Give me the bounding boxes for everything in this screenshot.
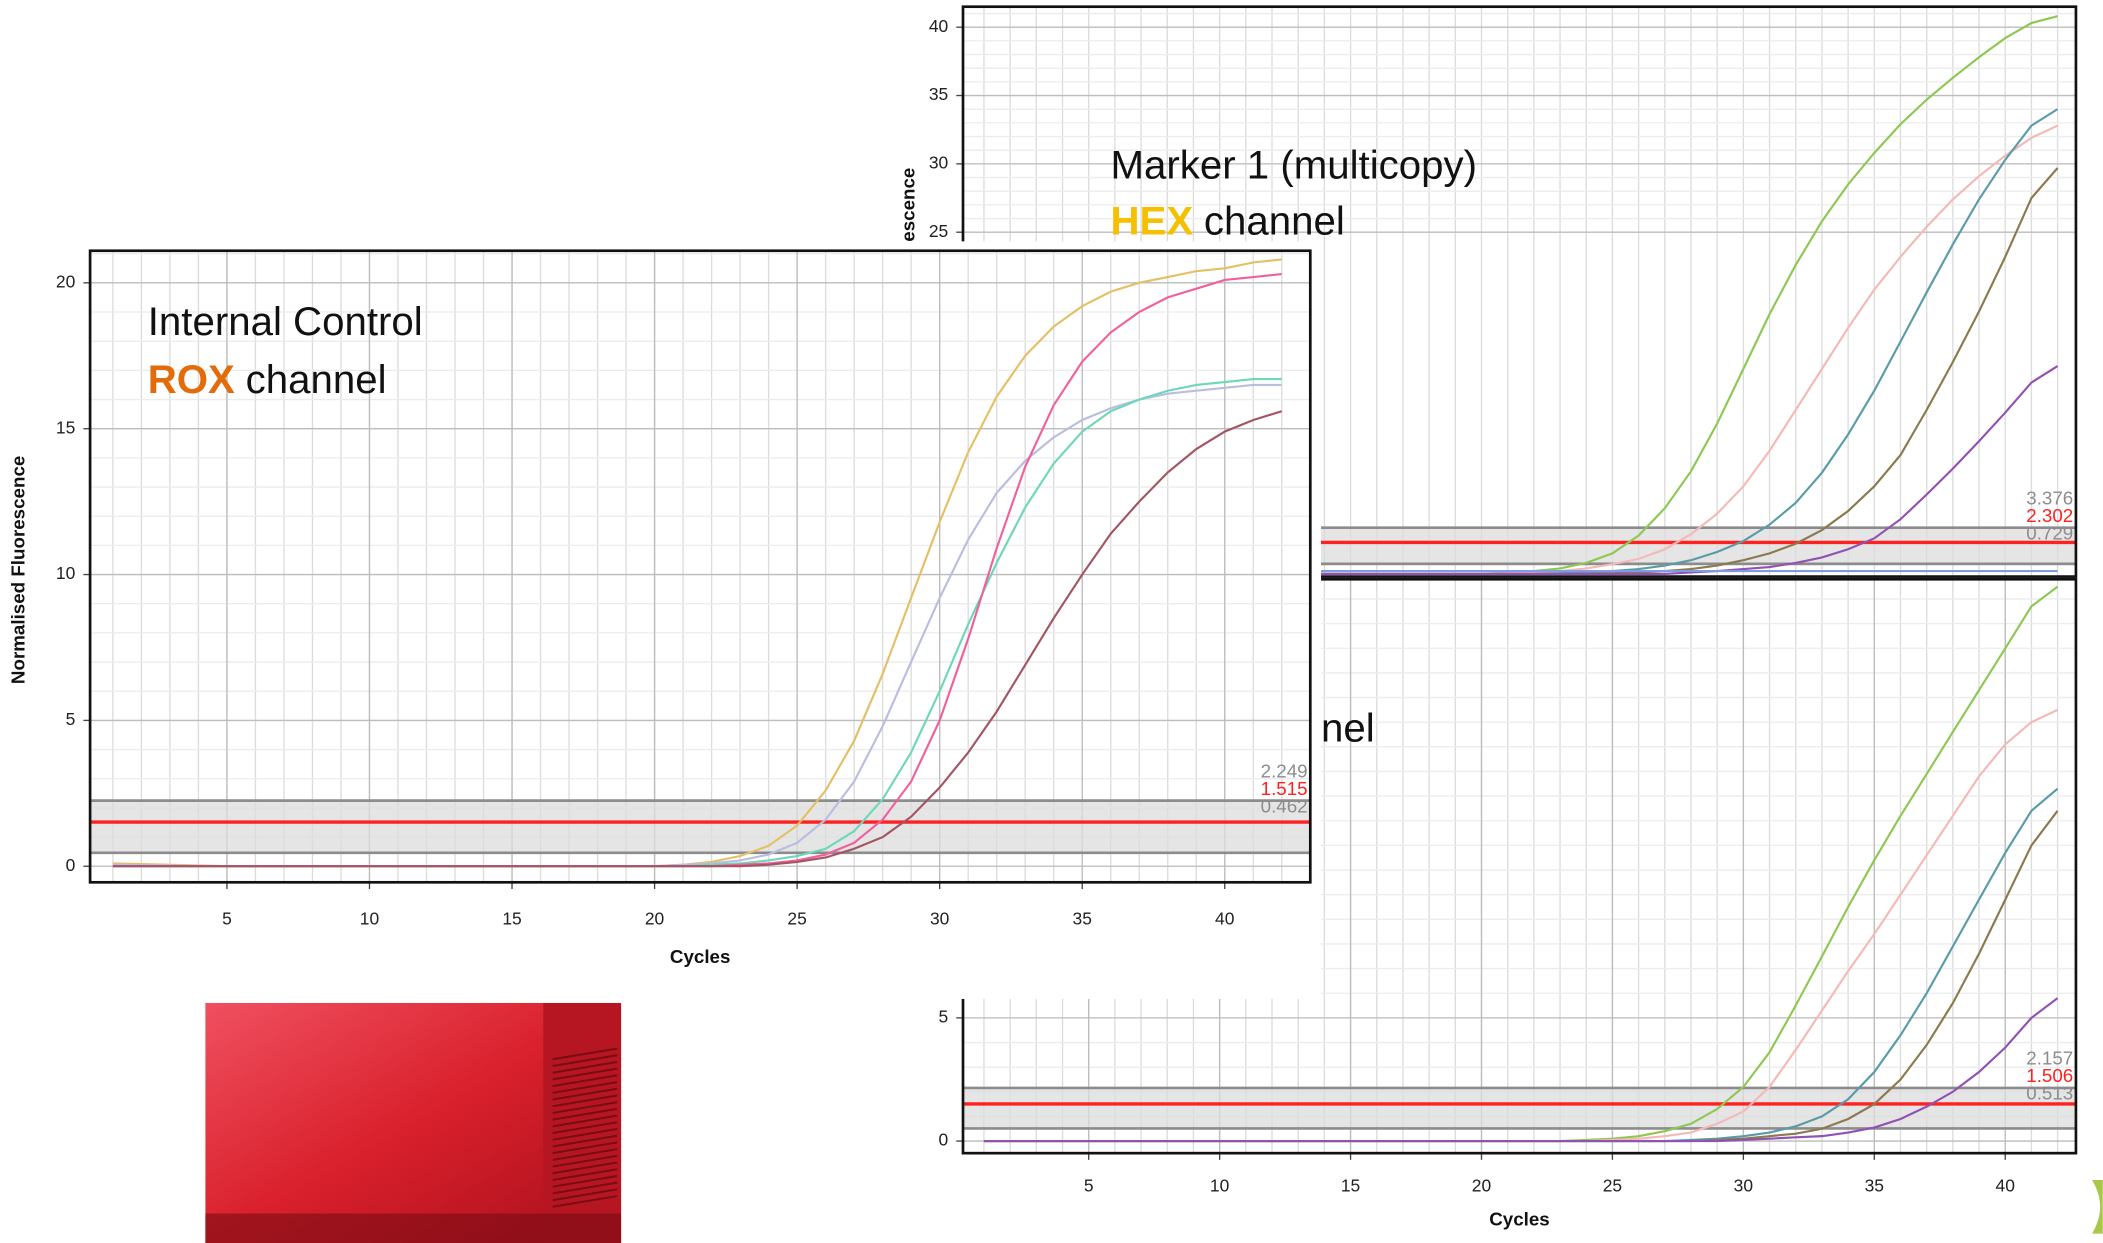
threshold-label: 0.729 (2026, 522, 2073, 543)
annotation-part: nel (1321, 706, 1375, 751)
vent-slot (552, 1081, 618, 1094)
annotation: Marker 1 (multicopy) (1110, 142, 1477, 187)
x-axis-title: Cycles (1489, 1209, 1550, 1230)
x-tick-label: 35 (1073, 908, 1092, 928)
threshold-label: 2.302 (2026, 505, 2073, 526)
y-tick-label: 15 (56, 417, 75, 437)
threshold-band (90, 800, 1311, 853)
vent-slot (552, 1074, 618, 1088)
vent-slot (552, 1128, 618, 1141)
vent-slot (552, 1181, 618, 1195)
threshold-label: 1.515 (1261, 778, 1308, 799)
vent-slot (552, 1067, 618, 1081)
x-tick-label: 30 (930, 908, 950, 928)
x-tick-label: 40 (1996, 1175, 2016, 1195)
amplification-curve (112, 410, 1283, 868)
vent-slot (552, 1060, 618, 1074)
plot-frame (88, 249, 1312, 884)
x-tick-label: 15 (1341, 1175, 1360, 1195)
threshold-label: 1.506 (2026, 1065, 2073, 1086)
y-tick-label: 5 (939, 1006, 949, 1026)
vent-slot (552, 1168, 618, 1181)
vent-slot (552, 1054, 618, 1067)
threshold-label: 2.249 (1261, 760, 1308, 781)
annotation: nel (1321, 706, 1375, 751)
annotation-part: channel (1204, 199, 1345, 244)
vent-slot (552, 1101, 618, 1114)
vent-slot (552, 1188, 618, 1202)
x-tick-label: 20 (1472, 1175, 1492, 1195)
threshold-label: 0.462 (1261, 795, 1308, 816)
plot-area (963, 579, 2076, 1154)
vent-slot (552, 1107, 618, 1121)
threshold-label: 3.376 (2026, 488, 2073, 509)
y-tick-label: 0 (939, 1130, 949, 1150)
vent-slot (552, 1047, 618, 1061)
x-tick-label: 10 (1210, 1175, 1230, 1195)
threshold-label: 0.513 (2026, 1083, 2073, 1104)
y-axis-title: Normalised Fluorescence (7, 456, 28, 684)
x-tick-label: 35 (1865, 1175, 1884, 1195)
vent-slot (552, 1134, 618, 1148)
threshold-label: 2.157 (2026, 1048, 2073, 1069)
annotation: Internal Control (148, 299, 423, 344)
x-tick-label: 5 (1084, 1175, 1094, 1195)
x-tick-label: 25 (1603, 1175, 1622, 1195)
annotation-part: channel (246, 357, 387, 402)
x-tick-label: 10 (360, 908, 380, 928)
vent-slot (552, 1195, 618, 1208)
x-tick-label: 15 (502, 908, 521, 928)
vent-slot (552, 1087, 618, 1101)
annotation-part: HEX (1110, 199, 1193, 244)
y-tick-label: 10 (56, 563, 76, 583)
vent-slot (552, 1148, 618, 1161)
plot-area (90, 250, 1311, 883)
vent-slot (552, 1161, 618, 1175)
x-tick-label: 20 (645, 908, 665, 928)
annotation: HEX channel (1110, 199, 1344, 244)
y-tick-label: 35 (929, 84, 948, 104)
vents (552, 1047, 618, 1208)
vent-slot (552, 1174, 618, 1188)
vent-slot (552, 1121, 618, 1135)
annotation-part: Internal Control (148, 299, 423, 344)
vent-slot (552, 1141, 618, 1155)
x-tick-label: 5 (222, 908, 232, 928)
y-tick-label: 20 (56, 271, 76, 291)
vent-slot (552, 1094, 618, 1108)
vent-slot (552, 1154, 618, 1168)
vent-slot (552, 1114, 618, 1128)
instrument-base (205, 1213, 622, 1243)
y-tick-label: 5 (66, 709, 76, 729)
y-tick-label: 40 (929, 16, 949, 36)
annotation-part: Marker 1 (multicopy) (1110, 142, 1477, 187)
x-axis-title: Cycles (670, 946, 731, 967)
amplification-curve (983, 997, 2059, 1143)
instrument-photo (205, 1002, 622, 1243)
y-tick-label: 25 (929, 221, 948, 241)
annotation-part: ROX (148, 357, 235, 402)
y-tick-label: 0 (66, 855, 76, 875)
annotation: ROX channel (148, 357, 387, 402)
threshold-band (963, 1087, 2076, 1129)
x-tick-label: 30 (1734, 1175, 1754, 1195)
x-tick-label: 40 (1215, 908, 1235, 928)
x-tick-label: 25 (787, 908, 806, 928)
panel-background (0, 241, 1322, 999)
y-tick-label: 30 (929, 152, 949, 172)
edge-decoration (2092, 1179, 2103, 1234)
